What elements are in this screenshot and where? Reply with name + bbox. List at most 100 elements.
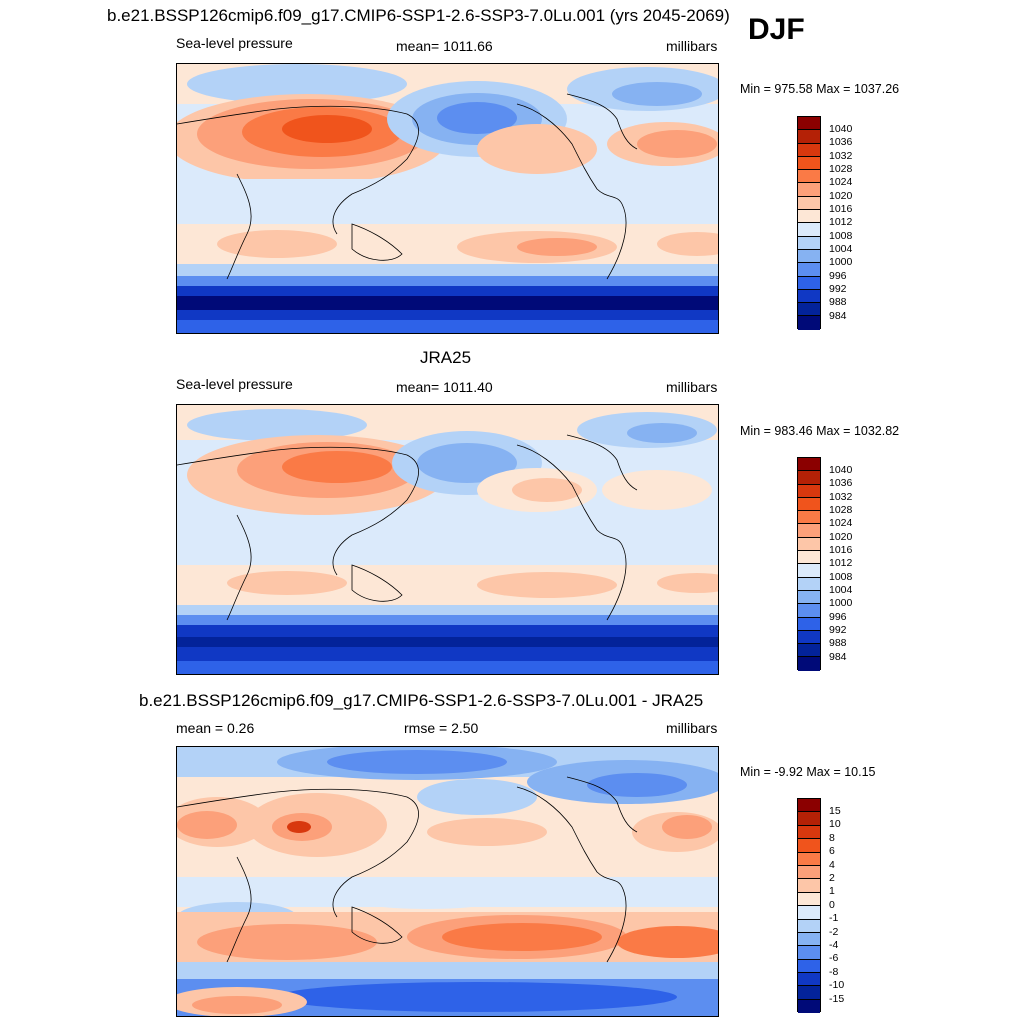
- panel2-colorbar-label: 1012: [829, 557, 853, 569]
- panel2-colorbar-label: 1040: [829, 464, 853, 476]
- panel3-colorbar-label: -15: [829, 993, 845, 1005]
- panel2-title: JRA25: [420, 348, 472, 367]
- panel2-colorbar-label: 1016: [829, 544, 853, 556]
- panel3-colorbar: [797, 798, 821, 1014]
- panel3-units-label: millibars: [666, 720, 718, 736]
- panel2-colorbar-swatch: [798, 484, 820, 498]
- panel1-colorbar-label: 1004: [829, 243, 853, 255]
- panel3-colorbar-label: 15: [829, 805, 841, 817]
- panel1-colorbar-label: 1008: [829, 230, 853, 242]
- panel1-colorbar-label: 1000: [829, 256, 853, 268]
- panel2-colorbar-label: 992: [829, 624, 847, 636]
- panel2-colorbar: [797, 457, 821, 671]
- panel1-colorbar-label: 1016: [829, 203, 853, 215]
- panel2-colorbar-swatch: [798, 551, 820, 565]
- panel2-colorbar-swatch: [798, 644, 820, 658]
- panel2-colorbar-swatch: [798, 511, 820, 525]
- panel2-colorbar-label: 996: [829, 611, 847, 623]
- panel1-colorbar-label: 1032: [829, 150, 853, 162]
- panel1-colorbar-swatch: [798, 143, 820, 157]
- panel2-colorbar-label: 1020: [829, 531, 853, 543]
- panel1-colorbar-label: 1028: [829, 163, 853, 175]
- panel3-colorbar-swatch: [798, 906, 820, 920]
- panel1-colorbar-label: 1024: [829, 176, 853, 188]
- panel3-colorbar-swatch: [798, 812, 820, 826]
- panel2-map: [176, 404, 719, 675]
- panel3-colorbar-swatch: [798, 973, 820, 987]
- panel1-colorbar-swatch: [798, 183, 820, 197]
- panel3-colorbar-swatch: [798, 799, 820, 813]
- panel2-colorbar-label: 1000: [829, 597, 853, 609]
- panel2-mean-label: mean= 1011.40: [396, 379, 493, 395]
- panel1-colorbar-swatch: [798, 170, 820, 184]
- panel1-colorbar-label: 1020: [829, 190, 853, 202]
- panel2-colorbar-label: 1036: [829, 477, 853, 489]
- panel3-title: b.e21.BSSP126cmip6.f09_g17.CMIP6-SSP1-2.…: [139, 691, 704, 710]
- panel1-colorbar-swatch: [798, 276, 820, 290]
- panel3-colorbar-swatch: [798, 946, 820, 960]
- panel3-colorbar-swatch: [798, 999, 820, 1014]
- panel1-colorbar-swatch: [798, 210, 820, 224]
- panel3-colorbar-swatch: [798, 839, 820, 853]
- panel3-colorbar-label: 10: [829, 818, 841, 830]
- panel2-field: [177, 405, 718, 674]
- panel2-colorbar-label: 988: [829, 637, 847, 649]
- panel1-mean-label: mean= 1011.66: [396, 38, 493, 54]
- panel3-field: [177, 747, 718, 1016]
- panel2-colorbar-swatch: [798, 630, 820, 645]
- panel3-colorbar-swatch: [798, 852, 820, 866]
- panel1-colorbar-swatch: [798, 130, 820, 144]
- panel2-colorbar-label: 984: [829, 651, 847, 663]
- panel3-rmse-label: rmse = 2.50: [404, 720, 479, 736]
- panel2-colorbar-swatch: [798, 497, 820, 512]
- panel3-colorbar-label: 0: [829, 899, 835, 911]
- panel2-colorbar-swatch: [798, 471, 820, 485]
- panel2-colorbar-swatch: [798, 564, 820, 578]
- panel1-map: [176, 63, 719, 334]
- panel2-colorbar-label: 1032: [829, 491, 853, 503]
- panel3-colorbar-swatch: [798, 986, 820, 1000]
- panel3-colorbar-label: 1: [829, 885, 835, 897]
- panel1-colorbar: [797, 116, 821, 330]
- panel2-colorbar-swatch: [798, 617, 820, 631]
- panel1-colorbar-swatch: [798, 236, 820, 250]
- panel1-colorbar-swatch: [798, 289, 820, 304]
- panel3-colorbar-swatch: [798, 919, 820, 933]
- panel2-colorbar-swatch: [798, 524, 820, 538]
- panel2-colorbar-label: 1008: [829, 571, 853, 583]
- panel2-colorbar-swatch: [798, 577, 820, 591]
- panel2-colorbar-swatch: [798, 458, 820, 472]
- panel3-colorbar-label: -6: [829, 952, 839, 964]
- panel1-colorbar-label: 1012: [829, 216, 853, 228]
- panel3-colorbar-swatch: [798, 932, 820, 947]
- panel3-colorbar-label: -1: [829, 912, 839, 924]
- panel1-colorbar-label: 1036: [829, 136, 853, 148]
- panel3-colorbar-swatch: [798, 892, 820, 907]
- panel3-mean-label: mean = 0.26: [176, 720, 255, 736]
- panel1-minmax: Min = 975.58 Max = 1037.26: [740, 82, 900, 96]
- panel1-variable-label: Sea-level pressure: [176, 35, 293, 51]
- figure-title: b.e21.BSSP126cmip6.f09_g17.CMIP6-SSP1-2.…: [107, 6, 730, 25]
- panel2-colorbar-swatch: [798, 537, 820, 552]
- panel3-map: [176, 746, 719, 1017]
- panel1-colorbar-swatch: [798, 156, 820, 171]
- panel2-colorbar-label: 1004: [829, 584, 853, 596]
- panel1-colorbar-swatch: [798, 263, 820, 277]
- panel2-colorbar-swatch: [798, 590, 820, 605]
- panel1-colorbar-swatch: [798, 223, 820, 237]
- season-label: DJF: [748, 13, 805, 46]
- panel1-field: [177, 64, 718, 333]
- panel1-colorbar-label: 984: [829, 310, 847, 322]
- panel1-colorbar-swatch: [798, 117, 820, 131]
- panel1-colorbar-label: 1040: [829, 123, 853, 135]
- panel1-colorbar-swatch: [798, 196, 820, 211]
- panel3-colorbar-label: -10: [829, 979, 845, 991]
- panel2-colorbar-label: 1028: [829, 504, 853, 516]
- panel1-colorbar-swatch: [798, 303, 820, 317]
- panel3-colorbar-label: 2: [829, 872, 835, 884]
- panel3-colorbar-label: -2: [829, 926, 839, 938]
- panel3-colorbar-swatch: [798, 865, 820, 880]
- panel3-colorbar-label: -4: [829, 939, 839, 951]
- panel1-colorbar-swatch: [798, 316, 820, 330]
- panel3-colorbar-label: -8: [829, 966, 839, 978]
